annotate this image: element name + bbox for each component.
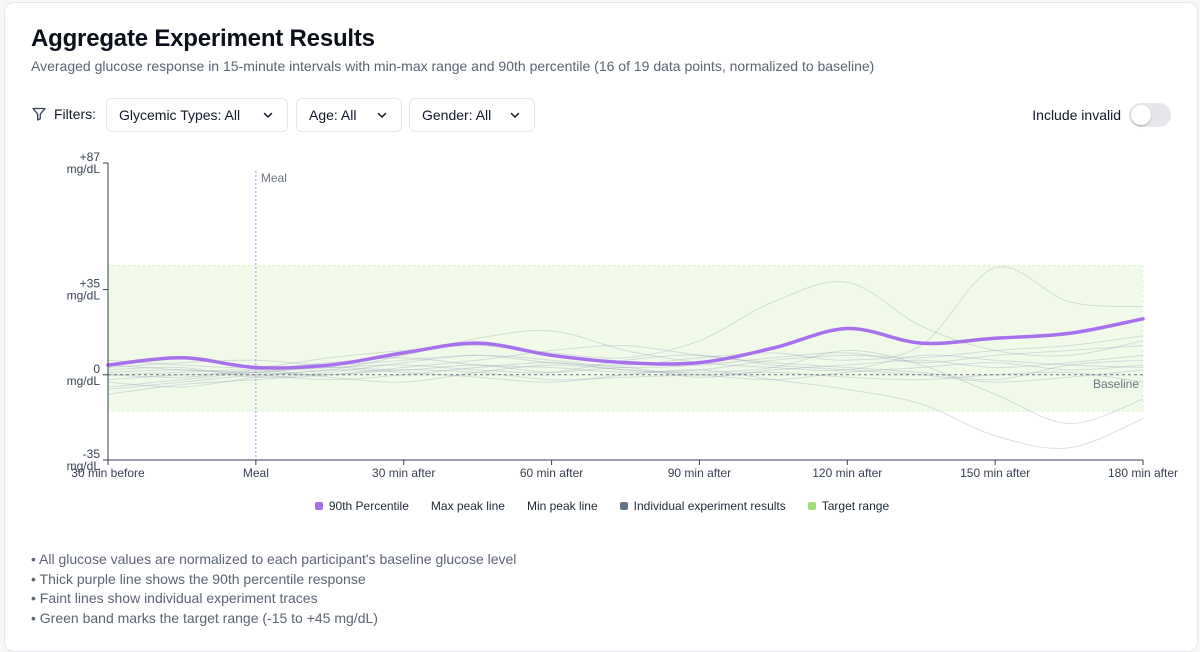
x-tick-label-2: 30 min after xyxy=(372,466,435,480)
x-tick-label-7: 180 min after xyxy=(1108,466,1178,480)
individual-trace-10 xyxy=(107,364,1144,383)
legend-item-1: Max peak line xyxy=(431,499,505,513)
x-tick-label-3: 60 min after xyxy=(520,466,583,480)
chevron-down-icon xyxy=(510,112,520,118)
gender-value: Gender: All xyxy=(422,107,492,123)
legend-label: Min peak line xyxy=(526,499,598,513)
legend-swatch xyxy=(314,502,323,510)
age-dropdown[interactable]: Age: All xyxy=(296,98,402,132)
include-invalid-control: Include invalid xyxy=(1032,103,1171,127)
y-tick-unit-1: mg/dL xyxy=(67,289,101,303)
baseline-label: Baseline xyxy=(1093,377,1139,391)
glucose-chart: BaselineMeal+87mg/dL+35mg/dL0mg/dL-35mg/… xyxy=(67,151,1178,480)
page-subtitle: Averaged glucose response in 15-minute i… xyxy=(31,58,875,74)
note-item-3: Green band marks the target range (-15 t… xyxy=(31,609,516,629)
x-tick-label-5: 120 min after xyxy=(812,466,882,480)
y-tick-unit-2: mg/dL xyxy=(67,374,101,388)
target-range-band xyxy=(107,264,1144,412)
toggle-knob xyxy=(1131,105,1151,125)
individual-trace-9 xyxy=(107,330,1144,390)
note-item-1: Thick purple line shows the 90th percent… xyxy=(31,570,516,590)
y-tick-label-3: -35 xyxy=(83,447,101,461)
individual-trace-4 xyxy=(107,281,1144,369)
page-title: Aggregate Experiment Results xyxy=(31,25,375,52)
individual-trace-0 xyxy=(107,354,1144,388)
y-tick-label-2: 0 xyxy=(93,362,100,376)
chart-notes: All glucose values are normalized to eac… xyxy=(31,550,516,628)
legend-label: Individual experiment results xyxy=(633,499,786,513)
x-tick-label-6: 150 min after xyxy=(960,466,1030,480)
glycemic-type-value: Glycemic Types: All xyxy=(119,107,241,123)
filters-label: Filters: xyxy=(31,106,96,122)
legend-swatch xyxy=(807,502,816,510)
individual-trace-1 xyxy=(107,345,1144,378)
note-item-0: All glucose values are normalized to eac… xyxy=(31,550,516,570)
legend-label: 90th Percentile xyxy=(328,499,409,513)
chevron-down-icon xyxy=(377,112,387,118)
y-tick-unit-3: mg/dL xyxy=(67,459,101,473)
legend-label: Target range xyxy=(821,499,890,513)
individual-trace-7 xyxy=(107,354,1144,383)
x-tick-label-4: 90 min after xyxy=(668,466,731,480)
individual-trace-3 xyxy=(107,362,1144,383)
legend-item-0: 90th Percentile xyxy=(314,499,409,513)
y-tick-label-0: +87 xyxy=(80,151,101,164)
age-value: Age: All xyxy=(309,107,357,123)
x-tick-label-1: Meal xyxy=(243,466,269,480)
individual-trace-6 xyxy=(107,266,1144,368)
gender-dropdown[interactable]: Gender: All xyxy=(409,98,535,132)
percentile-90-line xyxy=(106,317,1145,370)
legend-item-3: Individual experiment results xyxy=(619,499,786,513)
legend-item-4: Target range xyxy=(807,499,890,513)
individual-trace-8 xyxy=(107,349,1144,424)
y-tick-label-1: +35 xyxy=(80,277,101,291)
note-item-2: Faint lines show individual experiment t… xyxy=(31,589,516,609)
filter-icon xyxy=(32,107,46,121)
x-tick-label-0: 30 min before xyxy=(71,466,145,480)
include-invalid-toggle[interactable] xyxy=(1129,103,1171,127)
legend-label: Max peak line xyxy=(430,499,505,513)
glycemic-type-dropdown[interactable]: Glycemic Types: All xyxy=(106,98,288,132)
individual-trace-2 xyxy=(107,344,1144,395)
legend-item-2: Min peak line xyxy=(527,499,598,513)
legend-swatch xyxy=(619,502,628,510)
results-card: Aggregate Experiment Results Averaged gl… xyxy=(4,2,1198,652)
chevron-down-icon xyxy=(263,112,273,118)
include-invalid-label: Include invalid xyxy=(1032,107,1121,123)
meal-marker-label: Meal xyxy=(261,171,287,185)
chart-legend: 90th Percentile Max peak line Min peak lin… xyxy=(5,499,1199,513)
y-tick-unit-0: mg/dL xyxy=(67,162,101,176)
filters-label-text: Filters: xyxy=(54,106,96,122)
